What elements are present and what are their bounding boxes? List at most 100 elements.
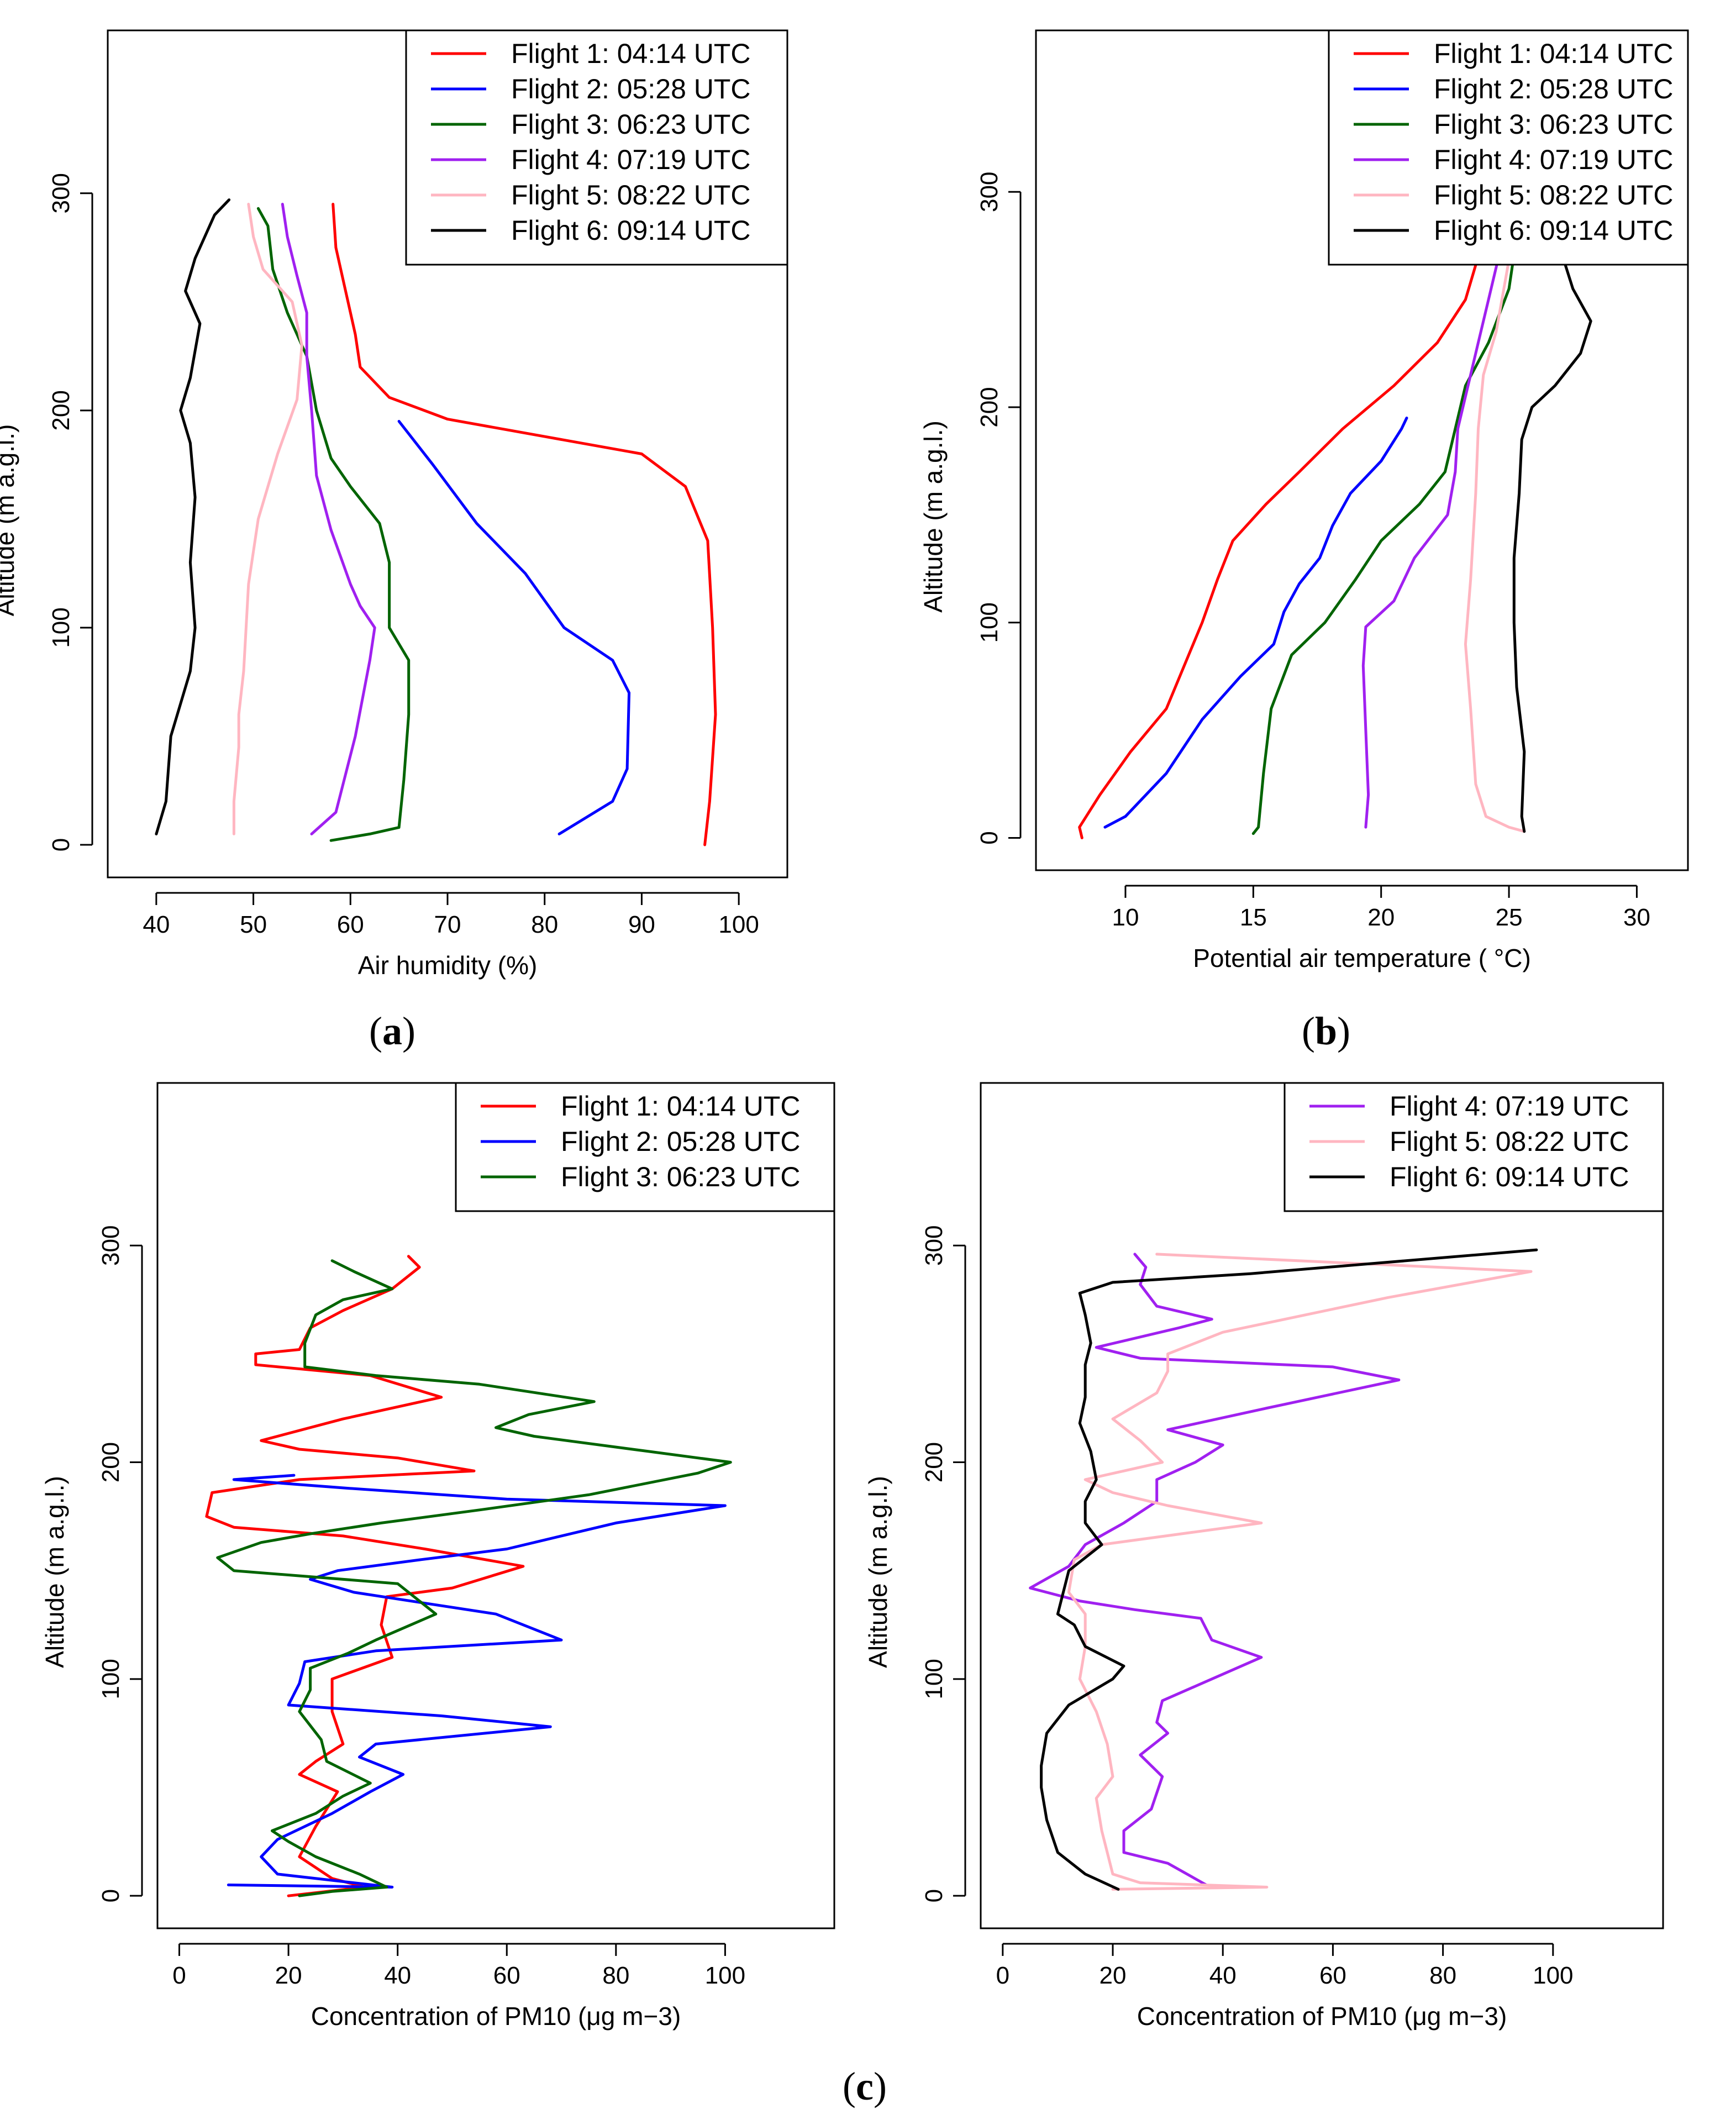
legend-box — [455, 1082, 835, 1212]
series-line-2 — [1103, 417, 1408, 829]
x-tick-label: 0 — [172, 1962, 186, 1989]
chart-panel-c-left: 0 20 40 60 80 100 0 100 200 300 Concentration of P… — [40, 1082, 835, 2031]
legend-entry: Flight 6: 09:14 UTC — [511, 215, 751, 246]
legend-entry: Flight 6: 09:14 UTC — [1390, 1161, 1629, 1192]
legend-entry: Flight 4: 07:19 UTC — [1390, 1091, 1629, 1122]
y-tick-label: 100 — [976, 602, 1003, 643]
series-group — [1078, 194, 1592, 839]
x-tick-label: 80 — [602, 1962, 629, 1989]
y-axis-title: Altitude (m a.g.l.) — [0, 424, 19, 617]
series-group — [205, 1255, 732, 1897]
series-line-1 — [332, 203, 717, 846]
legend-entry: Flight 5: 08:22 UTC — [1434, 180, 1674, 211]
y-tick-label: 300 — [920, 1225, 948, 1266]
series-line-4 — [1361, 201, 1516, 829]
legend-entry: Flight 2: 05:28 UTC — [1434, 73, 1674, 104]
x-tick-label: 60 — [1319, 1962, 1346, 1989]
panel-label-a: (a) — [369, 1009, 415, 1053]
y-tick-label: 300 — [97, 1225, 124, 1266]
x-tick-label: 100 — [705, 1962, 745, 1989]
series-line-1 — [1078, 201, 1493, 839]
panel-label-b: (b) — [1302, 1009, 1350, 1053]
series-group — [1029, 1248, 1538, 1891]
x-axis-title: Concentration of PM10 (μg m−3) — [311, 2002, 681, 2031]
x-tick-label: 40 — [1209, 1962, 1237, 1989]
legend-entry: Flight 3: 06:23 UTC — [561, 1161, 801, 1192]
legend-entry: Flight 4: 07:19 UTC — [1434, 144, 1674, 175]
x-tick-label: 100 — [718, 911, 759, 938]
y-tick-label: 200 — [97, 1442, 124, 1482]
x-tick-label: 80 — [531, 911, 558, 938]
x-tick-label: 90 — [628, 911, 655, 938]
series-line-4 — [281, 203, 376, 835]
legend-entry: Flight 1: 04:14 UTC — [511, 38, 751, 69]
series-line-6 — [155, 198, 231, 835]
legend-entry: Flight 4: 07:19 UTC — [511, 144, 751, 175]
x-tick-label: 70 — [434, 911, 461, 938]
x-tick-label: 40 — [143, 911, 170, 938]
series-line-5 — [1464, 201, 1526, 833]
y-tick-label: 100 — [48, 607, 75, 648]
series-group — [155, 198, 717, 846]
y-tick-label: 300 — [976, 172, 1003, 212]
x-tick-label: 80 — [1429, 1962, 1456, 1989]
y-tick-label: 300 — [48, 173, 75, 213]
x-tick-label: 40 — [384, 1962, 411, 1989]
legend: Flight 1: 04:14 UTC Flight 2: 05:28 UTC Fl… — [455, 1082, 835, 1212]
x-tick-label: 0 — [996, 1962, 1009, 1989]
y-axis-title: Altitude (m a.g.l.) — [919, 420, 948, 613]
legend-entry: Flight 3: 06:23 UTC — [1434, 109, 1674, 140]
legend-entry: Flight 1: 04:14 UTC — [1434, 38, 1674, 69]
y-axis-title: Altitude (m a.g.l.) — [40, 1476, 69, 1668]
y-tick-label: 0 — [976, 831, 1003, 844]
chart-panel-c-right: 0 20 40 60 80 100 0 100 200 300 Concentration of P… — [864, 1082, 1664, 2031]
legend-entry: Flight 2: 05:28 UTC — [561, 1126, 801, 1157]
x-tick-label: 10 — [1112, 904, 1139, 931]
x-tick-label: 60 — [493, 1962, 520, 1989]
x-tick-label: 20 — [275, 1962, 302, 1989]
x-tick-label: 60 — [337, 911, 364, 938]
series-line-2 — [1067, 1253, 1533, 1891]
series-line-1 — [1029, 1253, 1401, 1886]
y-tick-label: 200 — [920, 1442, 948, 1482]
legend-entry: Flight 2: 05:28 UTC — [511, 73, 751, 104]
y-tick-label: 0 — [97, 1889, 124, 1902]
series-line-6 — [1512, 194, 1592, 833]
series-line-5 — [232, 203, 303, 835]
series-line-3 — [1251, 201, 1523, 835]
y-tick-label: 200 — [48, 390, 75, 430]
chart-panel-a: 40 50 60 70 80 90 100 0 100 200 300 Air humidity (%… — [0, 29, 788, 980]
legend-entry: Flight 5: 08:22 UTC — [1390, 1126, 1629, 1157]
series-line-3 — [1040, 1248, 1538, 1891]
panel-label-c: (c) — [843, 2064, 887, 2108]
x-axis-title: Air humidity (%) — [358, 951, 538, 980]
panel-labels: (a) (b) (c) — [369, 1009, 1350, 2108]
legend: Flight 1: 04:14 UTC Flight 2: 05:28 UTC Fl… — [1328, 29, 1689, 266]
legend-entry: Flight 3: 06:23 UTC — [511, 109, 751, 140]
legend-entry: Flight 6: 09:14 UTC — [1434, 215, 1674, 246]
x-axis-title: Potential air temperature ( °C) — [1193, 944, 1531, 972]
legend: Flight 4: 07:19 UTC Flight 5: 08:22 UTC Fl… — [1283, 1082, 1664, 1212]
series-line-3 — [216, 1259, 732, 1897]
legend-entry: Flight 5: 08:22 UTC — [511, 180, 751, 211]
legend: Flight 1: 04:14 UTC Flight 2: 05:28 UTC Fl… — [405, 29, 788, 266]
y-tick-label: 0 — [48, 838, 75, 851]
x-tick-label: 30 — [1623, 904, 1650, 931]
x-tick-label: 15 — [1240, 904, 1267, 931]
x-axis-title: Concentration of PM10 (μg m−3) — [1137, 2002, 1507, 2031]
legend-box — [405, 29, 788, 266]
y-tick-label: 200 — [976, 387, 1003, 427]
x-tick-label: 20 — [1100, 1962, 1127, 1989]
series-line-1 — [205, 1255, 525, 1897]
series-line-3 — [256, 207, 411, 842]
series-line-2 — [227, 1474, 727, 1889]
y-tick-label: 100 — [97, 1659, 124, 1699]
legend-box — [1328, 29, 1689, 266]
x-tick-label: 100 — [1533, 1962, 1573, 1989]
y-tick-label: 100 — [920, 1659, 948, 1699]
legend-entry: Flight 1: 04:14 UTC — [561, 1091, 801, 1122]
y-axis-title: Altitude (m a.g.l.) — [864, 1476, 892, 1668]
series-line-2 — [397, 420, 631, 835]
